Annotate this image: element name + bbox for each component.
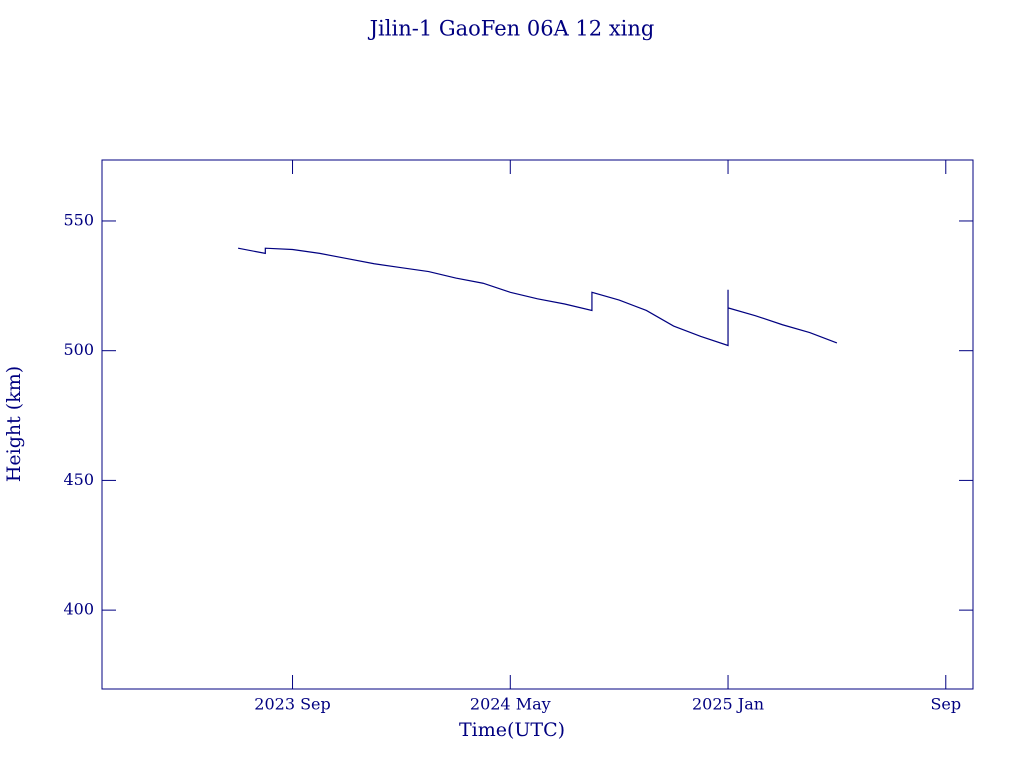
y-tick-label: 400 xyxy=(63,600,94,619)
x-tick-label: Sep xyxy=(930,695,961,714)
x-tick-label: 2025 Jan xyxy=(692,695,764,714)
plot-frame xyxy=(101,159,974,690)
y-tick-label: 500 xyxy=(63,340,94,359)
y-tick-label: 550 xyxy=(63,210,94,229)
chart-title: Jilin-1 GaoFen 06A 12 xing xyxy=(368,17,655,41)
x-tick-label: 2024 May xyxy=(470,695,551,714)
data-line xyxy=(237,247,838,347)
y-tick-label: 450 xyxy=(63,470,94,489)
x-tick-label: 2023 Sep xyxy=(254,695,330,714)
x-axis-label: Time(UTC) xyxy=(459,719,565,741)
y-axis-label: Height (km) xyxy=(3,366,25,482)
